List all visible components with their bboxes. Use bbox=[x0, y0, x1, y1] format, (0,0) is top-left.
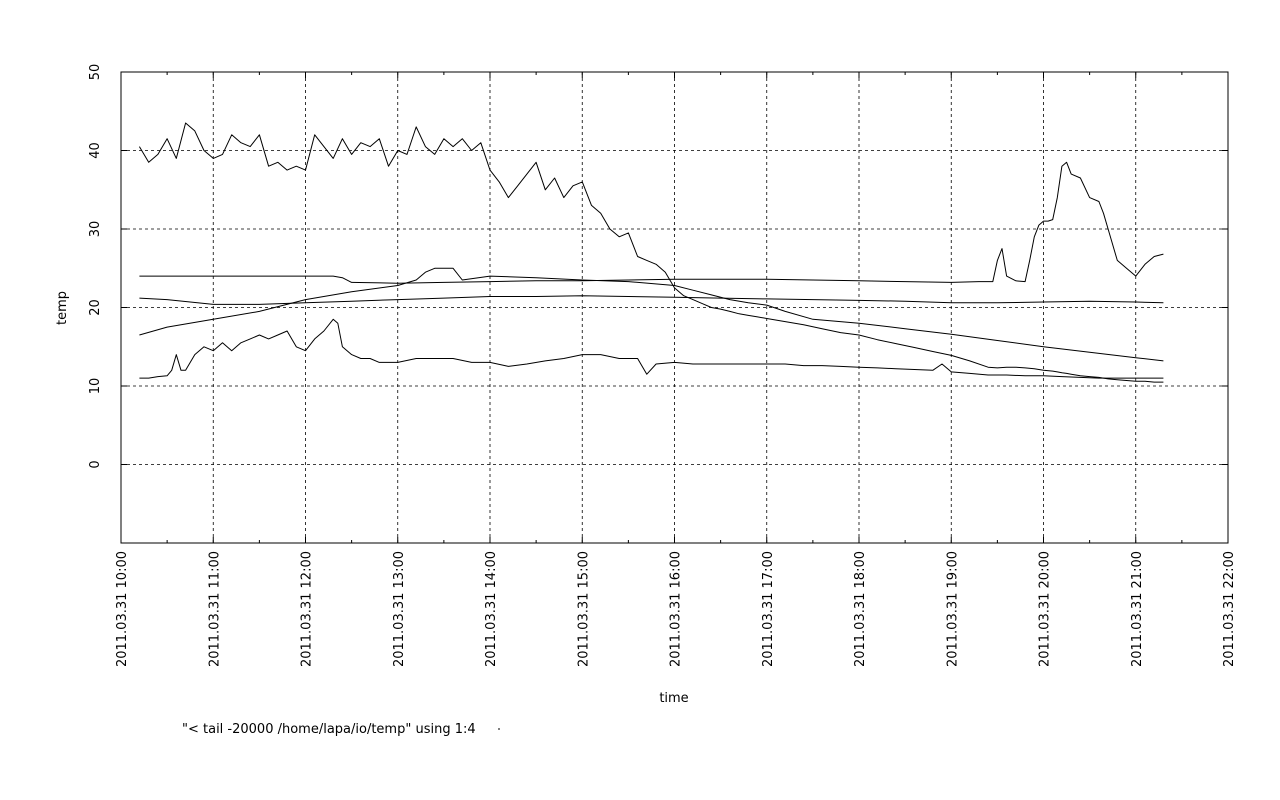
y-tick-label: 10 bbox=[88, 378, 103, 395]
y-axis-label: temp bbox=[55, 291, 70, 325]
x-tick-label: 2011.03.31 10:00 bbox=[115, 551, 130, 667]
x-tick-label: 2011.03.31 22:00 bbox=[1222, 551, 1237, 667]
data-series bbox=[138, 122, 1164, 383]
y-tick-label: 20 bbox=[88, 299, 103, 316]
y-tick-label: 0 bbox=[88, 460, 103, 468]
series-line-4 bbox=[139, 295, 1164, 305]
x-tick-label: 2011.03.31 16:00 bbox=[669, 551, 684, 667]
x-tick-label: 2011.03.31 14:00 bbox=[484, 551, 499, 667]
series-line-2 bbox=[139, 161, 1164, 284]
series-line-1 bbox=[138, 122, 1164, 383]
x-tick-label: 2011.03.31 12:00 bbox=[300, 551, 315, 667]
y-tick-label: 30 bbox=[88, 221, 103, 238]
axis-ticks bbox=[120, 71, 1229, 543]
legend-entry: "< tail -20000 /home/lapa/io/temp" using… bbox=[182, 722, 476, 737]
series-line-3 bbox=[139, 267, 1164, 362]
y-tick-label: 40 bbox=[88, 142, 103, 159]
grid-lines bbox=[121, 72, 1228, 543]
tick-labels: 0 10 20 30 40 50 2011.03.31 10:00 2011.03.31 11… bbox=[88, 64, 1237, 667]
x-tick-label: 2011.03.31 11:00 bbox=[207, 551, 222, 667]
x-tick-label: 2011.03.31 19:00 bbox=[945, 551, 960, 667]
x-tick-label: 2011.03.31 21:00 bbox=[1130, 551, 1145, 667]
x-axis-label: time bbox=[659, 691, 688, 706]
x-tick-label: 2011.03.31 13:00 bbox=[392, 551, 407, 667]
x-tick-label: 2011.03.31 15:00 bbox=[576, 551, 591, 667]
x-tick-label: 2011.03.31 20:00 bbox=[1038, 551, 1053, 667]
y-tick-label: 50 bbox=[88, 64, 103, 81]
x-tick-label: 2011.03.31 17:00 bbox=[761, 551, 776, 667]
series-line-5 bbox=[139, 318, 1164, 379]
x-tick-label: 2011.03.31 18:00 bbox=[853, 551, 868, 667]
